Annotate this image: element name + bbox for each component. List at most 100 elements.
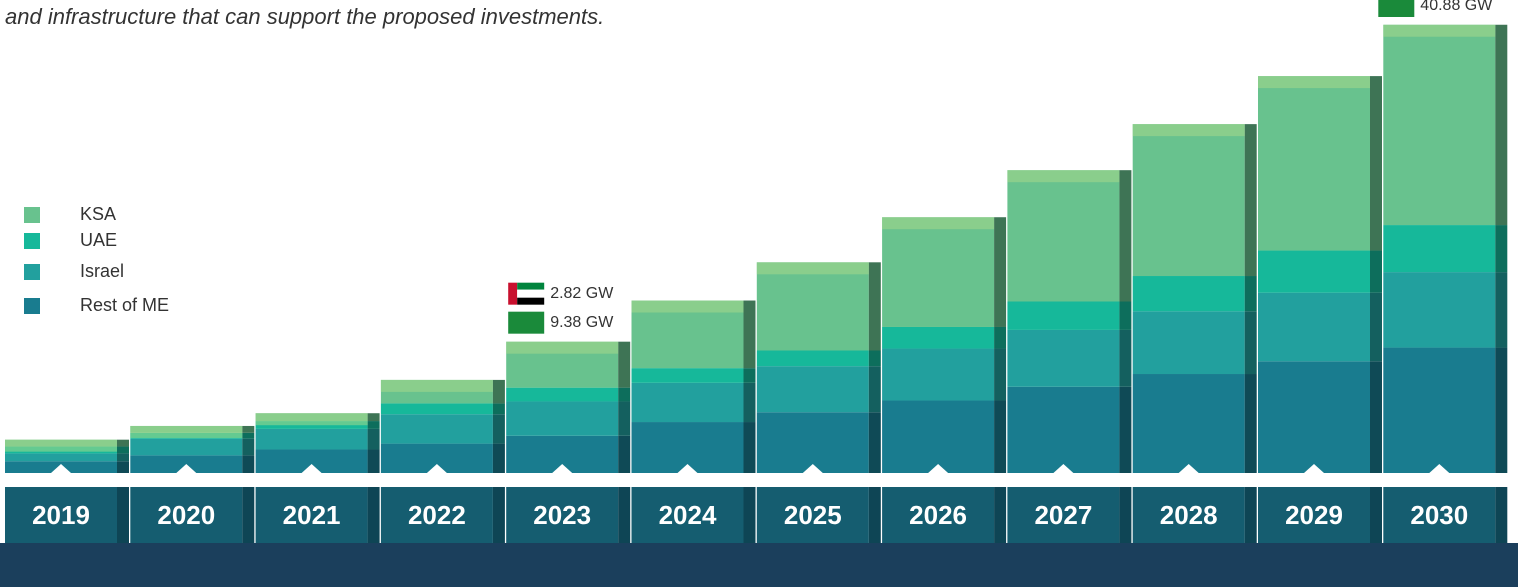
bar-side <box>869 412 881 473</box>
x-tick-label: 2022 <box>408 500 466 530</box>
bar-segment <box>1133 276 1245 311</box>
bar-side <box>493 403 505 414</box>
bar-side <box>368 429 380 450</box>
year-gap <box>117 487 129 543</box>
bar-segment <box>1383 348 1495 473</box>
bar-side <box>1119 387 1131 473</box>
bar-segment <box>1007 330 1119 387</box>
bar-top-highlight <box>5 440 117 452</box>
bar-segment <box>757 366 869 412</box>
bar-segment <box>1258 76 1370 250</box>
x-tick-label: 2029 <box>1285 500 1343 530</box>
bar-side <box>1119 170 1131 301</box>
footer-band <box>0 543 1518 587</box>
bar-side <box>994 217 1006 327</box>
bar-segment <box>882 400 994 473</box>
legend-swatch <box>24 207 40 223</box>
bar-segment <box>1258 293 1370 362</box>
bar-segment <box>1133 374 1245 473</box>
bar-segment <box>1133 124 1245 276</box>
value-label: 40.88 GW <box>1420 0 1493 14</box>
bar-side <box>117 461 129 473</box>
value-label: 2.82 GW <box>550 285 614 302</box>
bar-side <box>1495 272 1507 347</box>
bar-segment <box>1258 361 1370 473</box>
bar-top-highlight <box>757 262 869 274</box>
x-tick-label: 2020 <box>157 500 215 530</box>
base-band <box>882 473 1006 487</box>
bar-side <box>1495 25 1507 225</box>
base-band <box>1133 473 1257 487</box>
year-gap <box>242 487 254 543</box>
bar-segment <box>381 403 493 414</box>
year-gap <box>368 487 380 543</box>
bar-segment <box>1383 25 1495 225</box>
year-gap <box>493 487 505 543</box>
bar-top-highlight <box>882 217 994 229</box>
bar-segment <box>882 349 994 401</box>
x-tick-label: 2024 <box>659 500 717 530</box>
bar-segment <box>1007 170 1119 301</box>
base-band <box>5 473 129 487</box>
year-gap <box>1370 487 1382 543</box>
base-band <box>1258 473 1382 487</box>
bar-segment <box>757 351 869 367</box>
flag-icon <box>1378 0 1414 17</box>
bar-side <box>744 368 756 383</box>
bar-side <box>117 453 129 461</box>
base-band <box>1007 473 1131 487</box>
bar-side <box>869 262 881 350</box>
bar-side <box>117 447 129 454</box>
bar-top-highlight <box>256 413 368 425</box>
bar-side <box>1495 348 1507 473</box>
bar-side <box>1245 311 1257 374</box>
flag-icon <box>508 312 544 334</box>
bar-side <box>994 400 1006 473</box>
bar-side <box>618 342 630 388</box>
base-band <box>506 473 630 487</box>
base-band <box>381 473 505 487</box>
bar-segment <box>1383 225 1495 272</box>
bar-segment <box>1383 272 1495 347</box>
legend-swatch <box>24 298 40 314</box>
legend-label: UAE <box>80 230 117 250</box>
bar-segment <box>632 383 744 422</box>
base-band <box>757 473 881 487</box>
bar-segment <box>757 412 869 473</box>
bar-top-highlight <box>1383 25 1495 37</box>
legend-label: KSA <box>80 204 116 224</box>
bar-side <box>1370 76 1382 250</box>
bar-side <box>618 388 630 402</box>
value-label: 9.38 GW <box>550 314 614 331</box>
bar-segment <box>130 439 242 456</box>
bar-segment <box>1133 311 1245 374</box>
bar-segment <box>1258 251 1370 293</box>
bar-segment <box>5 453 117 461</box>
x-tick-label: 2030 <box>1410 500 1468 530</box>
year-gap <box>994 487 1006 543</box>
bar-side <box>1370 293 1382 362</box>
x-tick-label: 2028 <box>1160 500 1218 530</box>
bar-top-highlight <box>632 301 744 313</box>
base-band <box>130 473 254 487</box>
bar-side <box>1245 124 1257 276</box>
bar-top-highlight <box>1258 76 1370 88</box>
bar-side <box>242 433 254 439</box>
x-tick-label: 2019 <box>32 500 90 530</box>
bar-segment <box>256 429 368 450</box>
x-tick-label: 2027 <box>1034 500 1092 530</box>
bar-side <box>618 401 630 435</box>
bar-side <box>368 421 380 429</box>
bar-top-highlight <box>381 380 493 392</box>
bar-side <box>368 449 380 473</box>
legend-swatch <box>24 264 40 280</box>
bar-side <box>493 380 505 404</box>
bar-side <box>618 436 630 473</box>
bar-side <box>1119 302 1131 330</box>
bar-top-highlight <box>130 426 242 438</box>
x-tick-label: 2023 <box>533 500 591 530</box>
bar-side <box>1245 374 1257 473</box>
year-gap <box>618 487 630 543</box>
bar-side <box>242 439 254 456</box>
bar-side <box>994 327 1006 349</box>
